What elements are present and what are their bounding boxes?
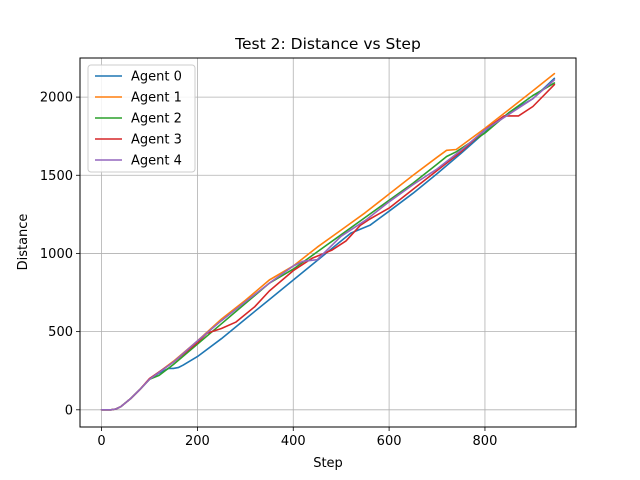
x-tick-label: 0 <box>97 434 105 449</box>
legend-label-agent-3: Agent 3 <box>131 133 182 148</box>
legend-label-agent-2: Agent 2 <box>131 112 182 127</box>
x-tick-label: 600 <box>377 434 402 449</box>
y-tick-label: 500 <box>48 325 73 340</box>
grid-lines <box>80 58 576 427</box>
x-tick-label: 800 <box>473 434 498 449</box>
y-tick-label: 2000 <box>40 91 73 106</box>
axis-ticks: 0 200 400 600 800 0 500 1000 1500 2000 <box>40 91 497 449</box>
y-tick-label: 1000 <box>40 247 73 262</box>
legend-label-agent-4: Agent 4 <box>131 154 182 169</box>
chart-title: Test 2: Distance vs Step <box>234 35 421 53</box>
legend-label-agent-1: Agent 1 <box>131 91 182 106</box>
y-tick-label: 0 <box>65 403 73 418</box>
y-axis-label: Distance <box>16 214 31 271</box>
series-lines <box>100 72 556 411</box>
legend-box <box>87 64 196 173</box>
legend: Agent 0 Agent 1 Agent 2 Agent 3 Agent 4 <box>87 64 196 173</box>
y-tick-label: 1500 <box>40 169 73 184</box>
series-line-agent-4 <box>100 79 556 411</box>
plot-frame <box>79 57 577 428</box>
x-tick-label: 200 <box>185 434 210 449</box>
legend-label-agent-0: Agent 0 <box>131 70 182 85</box>
x-tick-label: 400 <box>281 434 306 449</box>
x-axis-label: Step <box>313 456 343 471</box>
